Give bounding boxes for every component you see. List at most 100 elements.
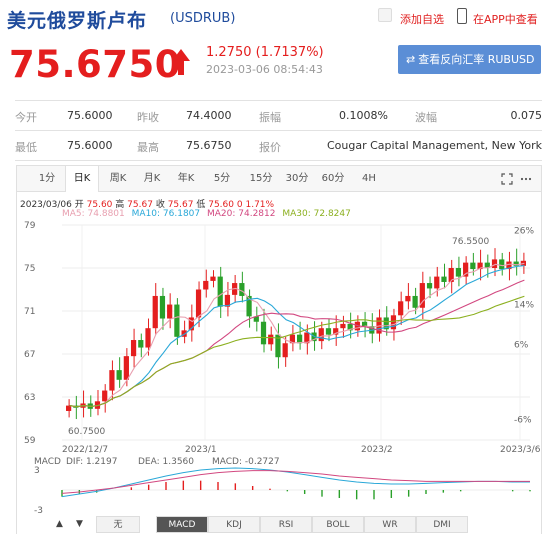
x-tick-label: 2023/1 (185, 445, 217, 455)
next-arrow-icon[interactable]: ▼ (76, 519, 83, 529)
candle-body (239, 283, 245, 296)
kline-close: 75.67 (167, 200, 194, 210)
candle-body (325, 328, 332, 335)
tab-daily[interactable]: 日K (65, 166, 99, 192)
tab-15min[interactable]: 15分 (249, 173, 273, 184)
candle-body (217, 276, 223, 307)
candle-body (109, 370, 115, 391)
candle-body (102, 390, 108, 402)
candle-body (116, 370, 122, 380)
stat-value: 0.1008% (339, 109, 388, 122)
candle-body (188, 317, 194, 331)
add-watch-icon[interactable] (378, 8, 392, 22)
stats-row-2: 最低 75.6000 最高 75.6750 报价 Cougar Capital … (15, 131, 542, 161)
tab-5min[interactable]: 5分 (213, 173, 231, 184)
macd-legend-dif: DIF: 1.2197 (66, 457, 117, 467)
indicator-tab-rsi[interactable]: RSI (260, 516, 312, 533)
min-annotation: 60.7500 (68, 427, 105, 437)
candle-body (333, 328, 339, 335)
candle-body (304, 332, 310, 344)
candle-body (195, 289, 202, 318)
candle-body (405, 295, 411, 302)
tab-30min[interactable]: 30分 (285, 173, 309, 184)
indicator-tab-dmi[interactable]: DMI (416, 516, 468, 533)
tab-4h[interactable]: 4H (362, 173, 376, 184)
stat-value: Cougar Capital Management, New York (326, 139, 542, 152)
period-tabs: 1分 日K 周K 月K 年K 5分 15分 30分 60分 4H (17, 166, 541, 192)
candle-body (506, 261, 512, 270)
candle-body (260, 321, 267, 345)
ma10-label: MA10: 76.1807 (131, 209, 201, 219)
stat-label: 今开 (15, 111, 37, 124)
ma5-line (69, 262, 525, 408)
candle-body (499, 259, 505, 270)
more-icon[interactable] (520, 173, 532, 185)
tab-weekly[interactable]: 周K (109, 173, 127, 184)
candle-body (152, 295, 158, 329)
reverse-rate-button[interactable]: ⇄ 查看反向汇率 RUBUSD (398, 45, 541, 74)
ma5-label: MA5: 74.8801 (62, 209, 125, 219)
candle-body (318, 328, 324, 342)
candle-body (167, 304, 173, 319)
tab-60min[interactable]: 60分 (321, 173, 345, 184)
candle-body (347, 323, 353, 331)
prev-arrow-icon[interactable]: ▲ (56, 519, 63, 529)
candle-body (130, 340, 137, 357)
page-title: 美元俄罗斯卢布 (7, 10, 148, 32)
candle-body (390, 315, 397, 330)
indicator-tab-none[interactable]: 无 (96, 516, 140, 533)
candle-body (224, 294, 231, 307)
reverse-rate-label: 查看反向汇率 RUBUSD (418, 53, 535, 66)
indicator-tab-wr[interactable]: WR (364, 516, 416, 533)
change-value: 1.2750 (206, 45, 252, 60)
y-right-tick-label: -6% (514, 416, 532, 426)
stat-label: 最低 (15, 141, 37, 154)
y-right-tick-label: 6% (514, 340, 529, 350)
tab-1min[interactable]: 1分 (38, 173, 56, 184)
timestamp: 2023-03-06 08:54:43 (206, 63, 323, 76)
add-watch-link[interactable]: 添加自选 (400, 13, 444, 26)
candle-body (66, 405, 72, 411)
indicator-tab-boll[interactable]: BOLL (312, 516, 364, 533)
ma10-line (69, 265, 525, 408)
candle-body (159, 295, 166, 319)
indicator-tab-kdj[interactable]: KDJ (208, 516, 260, 533)
y-tick-label: 63 (24, 393, 35, 403)
app-view-link[interactable]: 在APP中查看 (473, 13, 538, 26)
y-tick-label: 71 (24, 307, 35, 317)
candle-body (203, 280, 209, 290)
kline-open-label: 开 (74, 200, 84, 210)
stat-value: 74.4000 (186, 109, 232, 122)
tab-yearly[interactable]: 年K (177, 173, 195, 184)
stat-label: 报价 (259, 141, 281, 154)
ma20-label: MA20: 74.2812 (207, 209, 276, 219)
macd-tick-label: -3 (34, 506, 43, 516)
phone-icon[interactable] (457, 8, 467, 24)
macd-legend-macd: MACD: -0.2727 (212, 457, 280, 467)
candle-body (455, 268, 462, 277)
candle-body (434, 276, 440, 289)
stat-label: 最高 (137, 141, 159, 154)
candle-body (174, 304, 180, 337)
stat-value: 0.075 (510, 109, 543, 122)
macd-legend-dea: DEA: 1.3560 (138, 457, 194, 467)
x-tick-label: 2022/12/7 (62, 445, 108, 455)
candle-body (398, 301, 404, 316)
candle-body (470, 262, 476, 270)
indicator-tab-macd[interactable]: MACD (156, 516, 208, 533)
kline-info: 2023/03/06 开 75.60 高 75.67 收 75.67 低 75.… (20, 197, 274, 210)
y-tick-label: 67 (24, 350, 35, 360)
stats-table: 今开 75.6000 昨收 74.4000 振幅 0.1008% 波幅 0.07… (15, 100, 542, 161)
macd-dea-line (61, 470, 530, 494)
candle-body (289, 334, 295, 344)
kline-date: 2023/03/06 (20, 200, 72, 210)
candle-body (275, 334, 281, 358)
candle-body (123, 356, 129, 380)
kline-close-label: 收 (155, 200, 165, 210)
fullscreen-icon[interactable] (501, 173, 513, 185)
stat-label: 波幅 (415, 111, 437, 124)
candle-body (491, 259, 498, 268)
y-right-tick-label: 14% (514, 301, 534, 311)
tab-monthly[interactable]: 月K (143, 173, 161, 184)
